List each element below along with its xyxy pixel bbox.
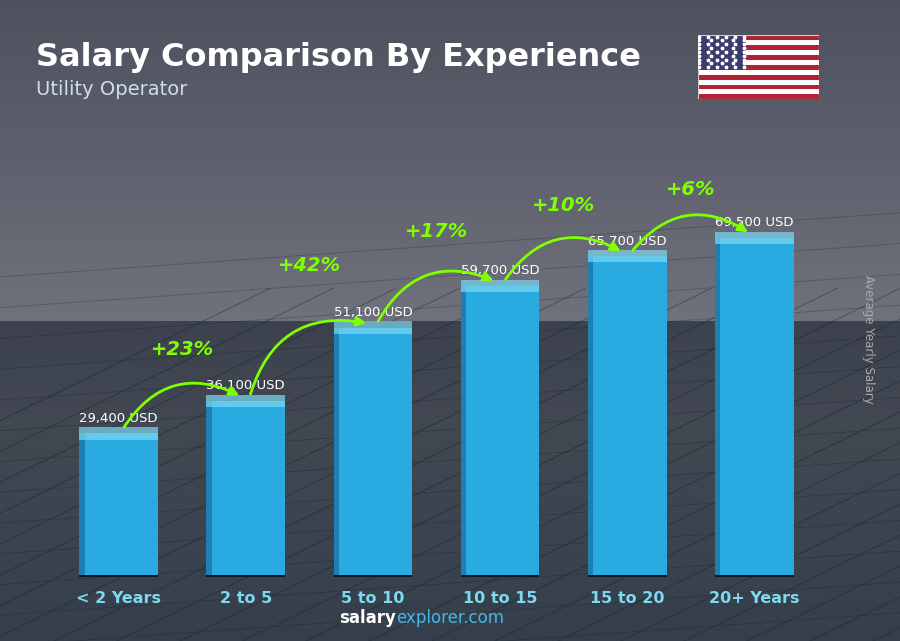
Bar <box>698 55 819 60</box>
Text: explorer.com: explorer.com <box>396 609 504 627</box>
Bar <box>698 85 819 90</box>
Bar <box>698 35 746 70</box>
Text: Average Yearly Salary: Average Yearly Salary <box>862 276 875 404</box>
Text: +42%: +42% <box>278 256 341 276</box>
Text: Salary Comparison By Experience: Salary Comparison By Experience <box>36 42 641 72</box>
Bar <box>461 286 539 577</box>
Bar <box>334 322 412 334</box>
Bar <box>461 575 539 577</box>
Bar <box>206 575 285 577</box>
Text: 59,700 USD: 59,700 USD <box>461 264 539 277</box>
Bar <box>698 79 819 85</box>
Bar <box>461 279 539 292</box>
Bar <box>79 428 158 440</box>
Text: Utility Operator: Utility Operator <box>36 80 187 99</box>
Bar <box>698 75 819 79</box>
Bar <box>588 256 667 577</box>
Text: salary: salary <box>339 609 396 627</box>
Bar <box>206 401 285 577</box>
Text: 69,500 USD: 69,500 USD <box>716 216 794 229</box>
Bar <box>588 575 667 577</box>
Text: 29,400 USD: 29,400 USD <box>79 412 158 425</box>
Bar <box>698 60 819 65</box>
Text: +17%: +17% <box>405 222 468 241</box>
Bar <box>715 238 721 577</box>
Bar <box>698 94 819 99</box>
Text: 51,100 USD: 51,100 USD <box>334 306 412 319</box>
Bar <box>698 40 819 45</box>
Bar <box>715 575 794 577</box>
Bar <box>715 238 794 577</box>
Text: 65,700 USD: 65,700 USD <box>588 235 667 248</box>
Bar <box>79 575 158 577</box>
Bar <box>698 50 819 55</box>
Bar <box>698 65 819 70</box>
Text: +23%: +23% <box>150 340 214 359</box>
Bar <box>715 231 794 244</box>
Bar <box>461 286 466 577</box>
Bar <box>79 433 158 577</box>
Bar <box>588 250 667 262</box>
Bar <box>0 320 900 641</box>
Bar <box>79 433 85 577</box>
Bar <box>334 328 339 577</box>
Bar <box>206 401 211 577</box>
Bar <box>334 575 412 577</box>
Text: 36,100 USD: 36,100 USD <box>206 379 285 392</box>
Bar <box>698 35 819 40</box>
Bar <box>206 395 285 407</box>
Bar <box>698 70 819 75</box>
Text: +10%: +10% <box>532 196 595 215</box>
Bar <box>698 45 819 50</box>
Bar <box>698 90 819 94</box>
Text: +6%: +6% <box>666 180 716 199</box>
Bar <box>334 328 412 577</box>
Bar <box>588 256 593 577</box>
